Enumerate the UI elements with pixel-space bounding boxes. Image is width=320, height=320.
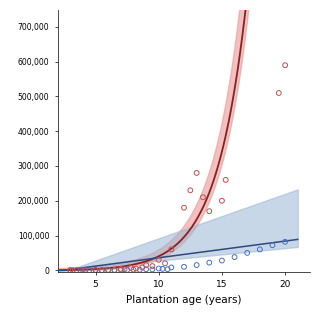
- Point: [194, 170, 199, 175]
- Point: [124, 267, 130, 272]
- Point: [112, 268, 117, 273]
- Point: [93, 268, 98, 273]
- Point: [169, 265, 174, 270]
- Point: [200, 195, 205, 200]
- Point: [207, 260, 212, 265]
- Point: [128, 265, 133, 270]
- Point: [150, 267, 155, 272]
- Point: [87, 268, 92, 273]
- Point: [70, 268, 75, 273]
- Point: [194, 262, 199, 268]
- Point: [93, 268, 98, 273]
- Point: [244, 250, 250, 255]
- Point: [165, 267, 170, 272]
- Point: [163, 261, 168, 266]
- Point: [140, 265, 145, 270]
- Point: [156, 266, 161, 271]
- Point: [80, 268, 85, 273]
- Point: [143, 267, 148, 272]
- Point: [131, 267, 136, 272]
- Point: [223, 177, 228, 182]
- Point: [122, 267, 127, 272]
- Point: [118, 267, 124, 272]
- Point: [74, 268, 79, 273]
- Point: [112, 268, 117, 273]
- Point: [220, 258, 225, 263]
- X-axis label: Plantation age (years): Plantation age (years): [126, 295, 242, 305]
- Point: [188, 188, 193, 193]
- Point: [150, 264, 155, 269]
- Point: [220, 198, 225, 203]
- Point: [232, 254, 237, 260]
- Point: [99, 268, 104, 273]
- Point: [143, 262, 148, 268]
- Point: [78, 268, 83, 273]
- Point: [207, 209, 212, 214]
- Point: [270, 243, 275, 248]
- Point: [137, 267, 142, 272]
- Point: [156, 257, 161, 262]
- Point: [68, 268, 73, 273]
- Point: [283, 63, 288, 68]
- Point: [181, 264, 187, 269]
- Point: [118, 266, 124, 271]
- Point: [283, 239, 288, 244]
- Point: [169, 247, 174, 252]
- Point: [257, 247, 262, 252]
- Point: [181, 205, 187, 210]
- Point: [99, 268, 104, 273]
- Point: [276, 91, 281, 96]
- Point: [106, 268, 111, 273]
- Point: [68, 268, 73, 273]
- Point: [83, 268, 88, 273]
- Point: [106, 267, 111, 272]
- Point: [160, 266, 165, 271]
- Point: [133, 266, 139, 271]
